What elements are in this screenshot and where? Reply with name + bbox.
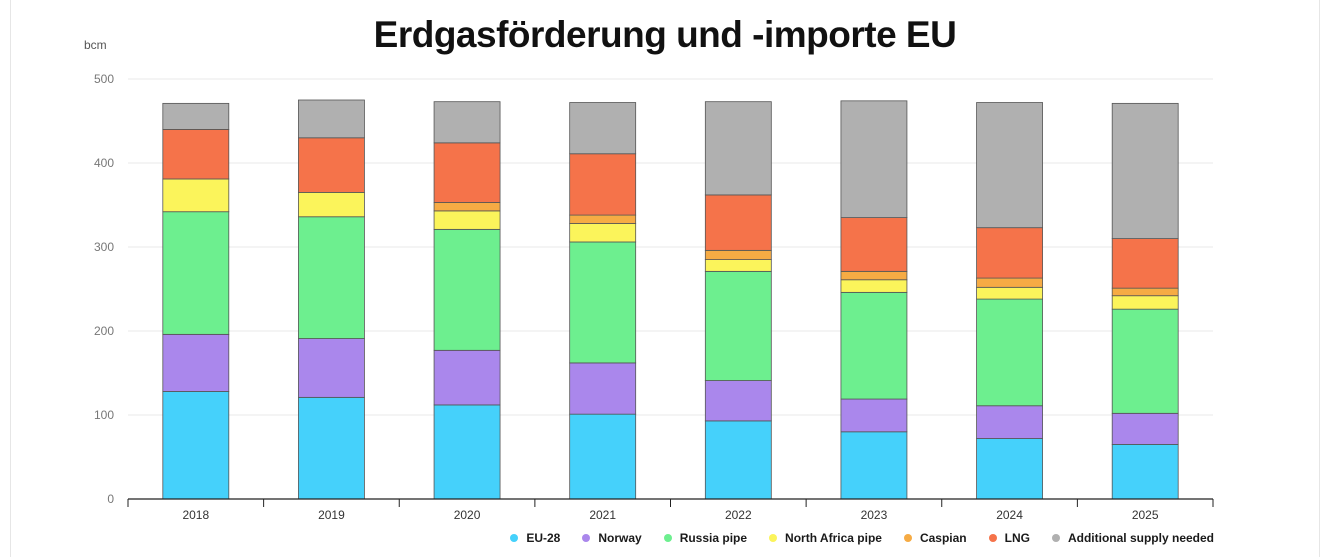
bar-segment (976, 438, 1043, 500)
bar-segment (704, 270, 772, 381)
bar-segment (976, 277, 1043, 288)
bar-segment (704, 101, 772, 196)
bar-segment (1111, 238, 1179, 289)
bar-segment (976, 102, 1043, 229)
legend-swatch (510, 534, 519, 542)
bar-segment (569, 153, 637, 216)
bar-segment (1111, 308, 1179, 414)
legend-label: Russia pipe (679, 531, 748, 545)
bar-segment (569, 214, 637, 224)
bar-segment (840, 398, 908, 433)
bar-segment (162, 102, 230, 130)
bar-segment (976, 286, 1043, 300)
x-tick-label: 2021 (589, 508, 616, 522)
bar-segment (433, 210, 501, 230)
legend-label: Additional supply needed (1067, 531, 1214, 545)
bar-segment (298, 216, 365, 339)
y-tick-label: 0 (107, 492, 114, 506)
y-tick-label: 100 (94, 408, 114, 422)
bar-segment (1111, 287, 1179, 297)
legend-label: North Africa pipe (785, 531, 882, 545)
bar-segment (840, 279, 908, 293)
legend-item: Additional supply needed (1051, 531, 1214, 545)
legend-item: LNG (988, 531, 1030, 545)
x-tick-label: 2018 (182, 508, 209, 522)
bar-segment (298, 338, 365, 398)
bar-segment (162, 333, 230, 392)
bar-segment (569, 362, 637, 415)
bar-segment (976, 227, 1043, 279)
legend-swatch (663, 534, 672, 542)
bar-segment (1111, 295, 1179, 310)
bar-segment (569, 241, 637, 364)
legend-swatch (582, 534, 591, 542)
left-border-line (10, 0, 11, 557)
bar-stacks (162, 99, 1179, 500)
bar-segment (433, 404, 501, 500)
x-tick-label: 2023 (861, 508, 888, 522)
bar-segment (433, 202, 501, 212)
bar-segment (298, 396, 365, 500)
grid-lines: 0 100 200 300 400 500 (94, 72, 1213, 506)
bar-segment (298, 191, 365, 218)
right-border-line (1319, 0, 1320, 557)
bar-segment (704, 259, 772, 272)
legend-label: Norway (598, 531, 642, 545)
x-tick-label: 2022 (725, 508, 752, 522)
legend-item: North Africa pipe (769, 531, 882, 545)
legend-item: Caspian (903, 531, 967, 545)
y-tick-label: 400 (94, 156, 114, 170)
y-tick-label: 200 (94, 324, 114, 338)
bar-segment (704, 380, 772, 422)
bar-segment (840, 100, 908, 218)
bar-segment (162, 391, 230, 500)
bar-segment (298, 137, 365, 193)
bar-segment (433, 142, 501, 203)
bar-segment (704, 194, 772, 251)
legend-swatch (769, 534, 778, 542)
bar-segment (840, 217, 908, 272)
x-tick-label: 2020 (454, 508, 481, 522)
chart-title: Erdgasförderung und -importe EU (373, 14, 957, 55)
x-tick-label: 2019 (318, 508, 345, 522)
x-axis: 2018 2019 2020 2021 2022 2023 2024 2025 (127, 498, 1214, 522)
legend: EU-28 Norway Russia pipe North Africa pipe C… (510, 531, 1214, 545)
legend-label: Caspian (919, 531, 967, 545)
legend-label: EU-28 (526, 531, 561, 545)
bar-segment (569, 413, 637, 500)
y-tick-label: 300 (94, 240, 114, 254)
bar-segment (433, 228, 501, 351)
bar-segment (976, 405, 1043, 439)
bar-segment (976, 298, 1043, 407)
x-tick-label: 2025 (1132, 508, 1159, 522)
bar-segment (569, 223, 637, 243)
bar-segment (704, 249, 772, 261)
legend-item: Norway (582, 531, 642, 545)
bar-segment (840, 431, 908, 500)
legend-swatch (903, 534, 912, 542)
bar-segment (433, 101, 501, 144)
bar-segment (162, 128, 230, 180)
bar-segment (1111, 102, 1179, 240)
bar-segment (704, 420, 772, 500)
bar-segment (298, 99, 365, 139)
legend-swatch (1051, 534, 1060, 542)
y-axis-unit-label: bcm (84, 38, 107, 52)
legend-item: Russia pipe (663, 531, 748, 545)
bar-segment (840, 270, 908, 281)
bar-segment (1111, 443, 1179, 500)
legend-label: LNG (1004, 531, 1030, 545)
x-tick-label: 2024 (996, 508, 1023, 522)
bar-segment (840, 291, 908, 400)
bar-segment (1111, 412, 1179, 445)
bar-segment (162, 178, 230, 213)
legend-item: EU-28 (510, 531, 560, 545)
bar-segment (433, 349, 501, 406)
y-tick-label: 500 (94, 72, 114, 86)
bar-segment (162, 211, 230, 335)
legend-swatch (988, 534, 997, 542)
bar-segment (569, 102, 637, 155)
